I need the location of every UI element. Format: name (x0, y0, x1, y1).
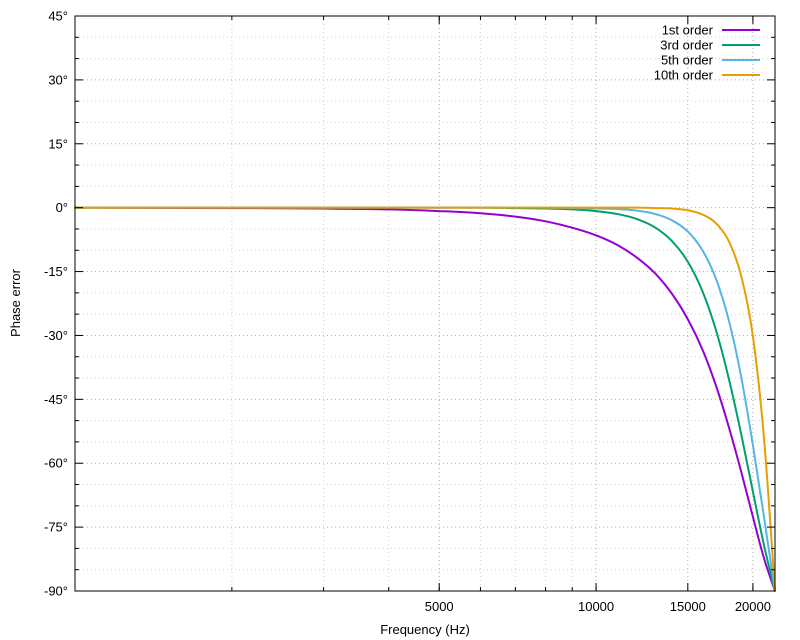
x-tick-label: 10000 (578, 599, 614, 614)
series-lines (74, 206, 776, 592)
x-tick-label: 5000 (425, 599, 454, 614)
series-line-1st-order (74, 206, 776, 592)
x-tick-label: 15000 (670, 599, 706, 614)
legend-label-1st-order: 1st order (662, 23, 714, 38)
x-axis-title: Frequency (Hz) (380, 622, 470, 637)
y-tick-label: 15° (48, 136, 68, 151)
x-tick-label: 20000 (735, 599, 771, 614)
y-tick-label: 45° (48, 9, 68, 24)
y-tick-label: 0° (56, 200, 68, 215)
series-line-10th-order (74, 206, 776, 592)
y-tick-label: -75° (44, 520, 68, 535)
legend-label-5th-order: 5th order (661, 53, 714, 68)
y-tick-label: 30° (48, 72, 68, 87)
y-tick-label: -90° (44, 584, 68, 599)
y-tick-label: -30° (44, 328, 68, 343)
ticks: 5000 10000 15000 20000 45° 30° 15° 0° -15° -30° -4… (44, 9, 775, 614)
grid (75, 16, 775, 591)
plot-frame (74, 15, 776, 592)
y-tick-label: -45° (44, 392, 68, 407)
y-tick-label: -60° (44, 456, 68, 471)
legend-label-3rd-order: 3rd order (660, 38, 713, 53)
y-tick-label: -15° (44, 264, 68, 279)
y-axis-title: Phase error (8, 268, 23, 337)
legend-label-10th-order: 10th order (654, 68, 714, 83)
